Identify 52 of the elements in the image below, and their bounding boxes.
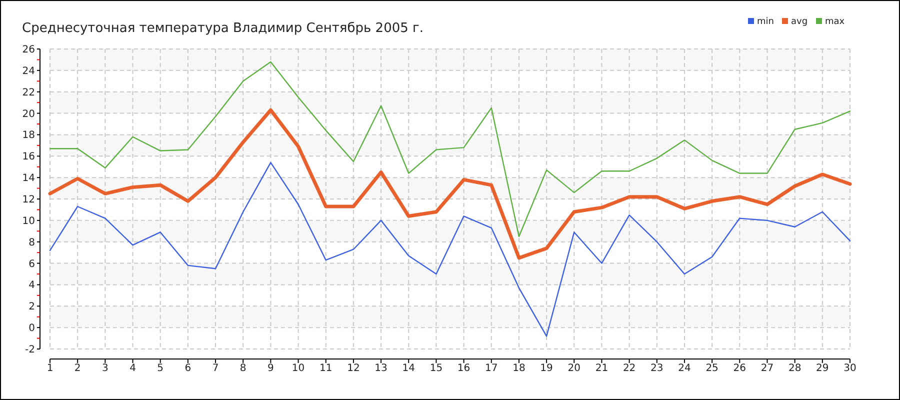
y-tick-label: 4 [28,280,35,292]
x-tick-label: 9 [268,363,274,374]
x-tick-label: 13 [374,363,388,374]
y-tick-label: 26 [22,44,35,56]
x-tick-label: 8 [240,363,246,374]
x-tick-label: 27 [760,363,774,374]
x-tick-label: 7 [212,363,219,374]
y-tick-label: 22 [22,87,35,98]
x-tick-label: 16 [457,363,470,374]
y-tick-label: -2 [25,344,35,356]
legend-label: max [825,17,846,27]
x-tick-label: 19 [540,363,553,374]
x-tick-label: 5 [157,363,164,374]
x-tick-label: 4 [130,363,136,374]
y-tick-label: 14 [22,173,35,184]
x-tick-label: 14 [402,363,415,374]
y-tick-label: 16 [22,152,35,163]
line-series [48,108,852,260]
x-tick-label: 11 [319,363,332,374]
chart-title: Среднесуточная температура Владимир Сентябрь 2005 г. [22,21,424,36]
y-tick-label: 20 [22,108,35,120]
x-tick-label: 6 [184,363,192,374]
y-tick-label: 18 [22,130,35,142]
y-tick-label: 12 [22,194,35,206]
y-tick-label: 8 [28,237,35,248]
x-tick-label: 29 [816,363,829,374]
y-tick-label: 10 [22,216,35,227]
x-tick-label: 24 [678,363,691,374]
x-tick-label: 26 [733,363,746,374]
y-tick-label: 0 [28,323,35,334]
x-tick-label: 12 [347,363,360,374]
x-tick-label: 20 [568,363,581,374]
y-tick-label: 2 [28,302,35,313]
y-tick-label: 6 [28,258,35,270]
x-tick-label: 10 [292,363,305,374]
x-tick-label: 1 [46,363,54,374]
line-series [49,162,851,337]
x-tick-label: 23 [650,363,664,374]
line-series [49,61,851,238]
x-tick-label: 18 [512,363,526,374]
legend-label: min [757,17,774,27]
x-tick-label: 2 [74,363,81,374]
x-tick-label: 17 [485,363,498,374]
x-tick-label: 3 [102,363,108,374]
legend-label: avg [791,17,808,27]
x-tick-label: 25 [706,363,718,374]
x-tick-label: 28 [788,363,802,374]
x-tick-label: 15 [430,363,443,374]
x-tick-label: 21 [595,363,608,374]
x-tick-label: 22 [622,363,636,374]
y-tick-label: 24 [22,66,35,77]
x-tick-label: 30 [844,363,856,374]
